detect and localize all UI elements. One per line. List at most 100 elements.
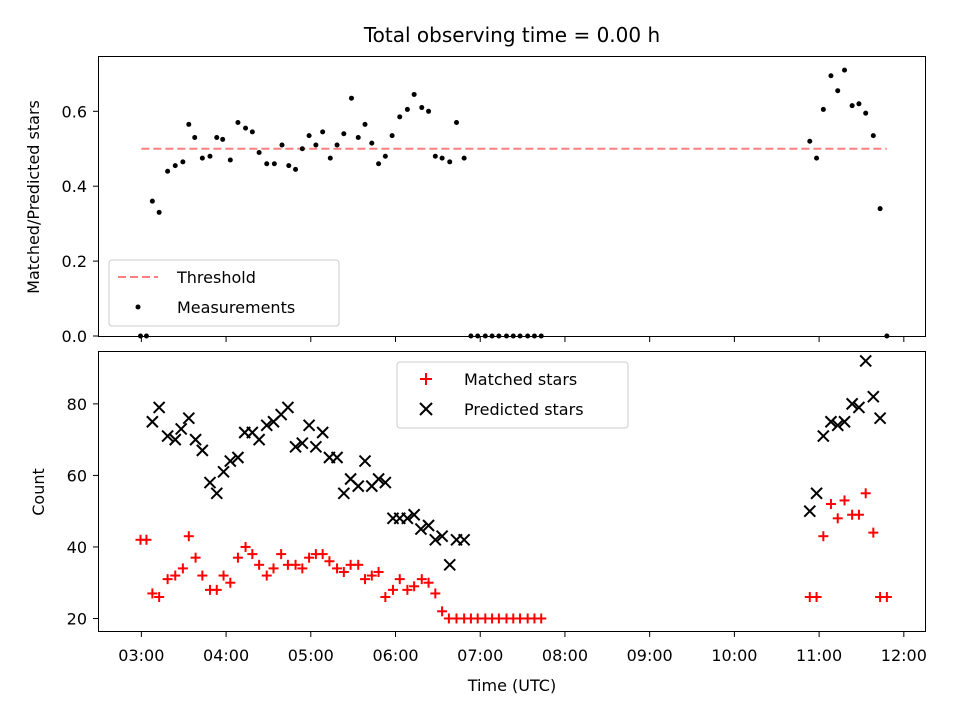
measurement-point (348, 95, 354, 101)
matched-star-point (183, 531, 194, 542)
matched-star-point (268, 563, 279, 574)
matched-star-point (332, 563, 343, 574)
measurement-point (447, 159, 453, 165)
measurement-point (877, 206, 883, 212)
measurement-point (454, 120, 460, 126)
measurement-point (192, 135, 198, 141)
ratio-marks (138, 67, 890, 339)
matched-star-point (190, 552, 201, 563)
matched-star-point (218, 570, 229, 581)
predicted-star-point (358, 454, 372, 468)
matched-star-point (290, 559, 301, 570)
x-axis-label: Time (UTC) (467, 676, 556, 695)
x-tick-label: 11:00 (796, 646, 842, 665)
predicted-star-point (252, 433, 266, 446)
measurement-point (432, 153, 438, 159)
x-tick-label: 09:00 (627, 646, 673, 665)
matched-star-point (170, 570, 181, 581)
measurement-point (235, 120, 241, 126)
predicted-star-point (852, 401, 866, 414)
predicted-star-point (161, 429, 174, 443)
predicted-star-point (831, 419, 844, 432)
predicted-star-point (189, 433, 202, 446)
matched-star-point (811, 592, 822, 603)
measurement-point (411, 91, 417, 97)
x-tick-label: 12:00 (881, 646, 927, 665)
ratio-y-axis-label: Matched/Predicted stars (24, 100, 43, 294)
legend-measurements-label: Measurements (177, 298, 295, 317)
matched-star-point (232, 552, 243, 563)
counts-marks (135, 354, 892, 624)
ratio-y-tick-label: 0.6 (62, 102, 87, 121)
measurement-point (243, 125, 249, 131)
measurement-point (426, 108, 432, 114)
measurement-point (814, 155, 820, 161)
matched-star-point (373, 566, 384, 577)
measurement-point (404, 106, 410, 112)
matched-star-point (317, 549, 328, 560)
matched-star-point (324, 556, 335, 567)
matched-star-point (304, 552, 315, 563)
measurement-point (186, 121, 192, 127)
predicted-star-point (260, 419, 273, 432)
predicted-star-point (422, 519, 435, 532)
matched-star-point (853, 509, 864, 520)
measurement-point (264, 161, 270, 167)
predicted-star-point (401, 512, 414, 525)
predicted-star-point (838, 415, 851, 428)
measurement-point (214, 135, 220, 141)
measurement-point (362, 121, 368, 127)
matched-star-point (366, 570, 377, 581)
legend-predicted-label: Predicted stars (464, 400, 584, 419)
measurement-point (334, 142, 340, 148)
matched-star-point (254, 559, 265, 570)
matched-star-point (423, 577, 434, 588)
counts-y-axis-label: Count (29, 468, 48, 516)
legend-predicted-swatch (419, 402, 433, 416)
predicted-star-point (309, 440, 323, 453)
predicted-star-point (174, 422, 188, 436)
measurement-point (249, 129, 255, 135)
legend-measurements-swatch (135, 304, 141, 310)
matched-star-point (261, 570, 272, 581)
matched-star-point (394, 574, 405, 585)
measurement-point (271, 161, 277, 167)
predicted-star-point (867, 390, 880, 403)
matched-star-point (338, 566, 349, 577)
measurement-point (320, 129, 326, 135)
predicted-star-point (803, 504, 816, 518)
measurement-point (313, 142, 319, 148)
measurement-point (220, 136, 226, 142)
measurement-point (279, 142, 285, 148)
x-tick-label: 06:00 (372, 646, 418, 665)
ratio-plot-frame (98, 56, 926, 337)
predicted-star-point (414, 522, 428, 536)
matched-star-point (247, 549, 258, 560)
x-tick-label: 10:00 (711, 646, 757, 665)
ratio-axes: 0.0 0.2 0.4 0.6 (62, 102, 905, 346)
measurement-point (820, 106, 826, 112)
matched-star-point (177, 563, 188, 574)
matched-star-point (297, 563, 308, 574)
predicted-star-point (817, 429, 830, 443)
matched-star-point (211, 584, 222, 595)
legend-threshold-label: Threshold (176, 268, 256, 287)
predicted-star-point (302, 419, 316, 432)
legend-matched-label: Matched stars (464, 370, 577, 389)
matched-star-point (416, 574, 427, 585)
predicted-star-point (231, 451, 245, 464)
counts-y-tick-label: 80 (67, 395, 87, 414)
measurement-point (863, 110, 869, 116)
counts-plot-frame (98, 351, 926, 632)
x-tick-label: 04:00 (203, 646, 249, 665)
x-tick-label: 03:00 (118, 646, 164, 665)
ratio-y-tick-label: 0.2 (62, 252, 87, 271)
chart-title: Total observing time = 0.00 h (363, 23, 660, 47)
counts-y-tick-label: 40 (67, 538, 87, 557)
measurement-point (849, 103, 855, 109)
measurement-point (165, 168, 171, 174)
predicted-star-point (210, 487, 223, 500)
measurement-point (172, 163, 178, 169)
x-tick-label: 08:00 (542, 646, 588, 665)
